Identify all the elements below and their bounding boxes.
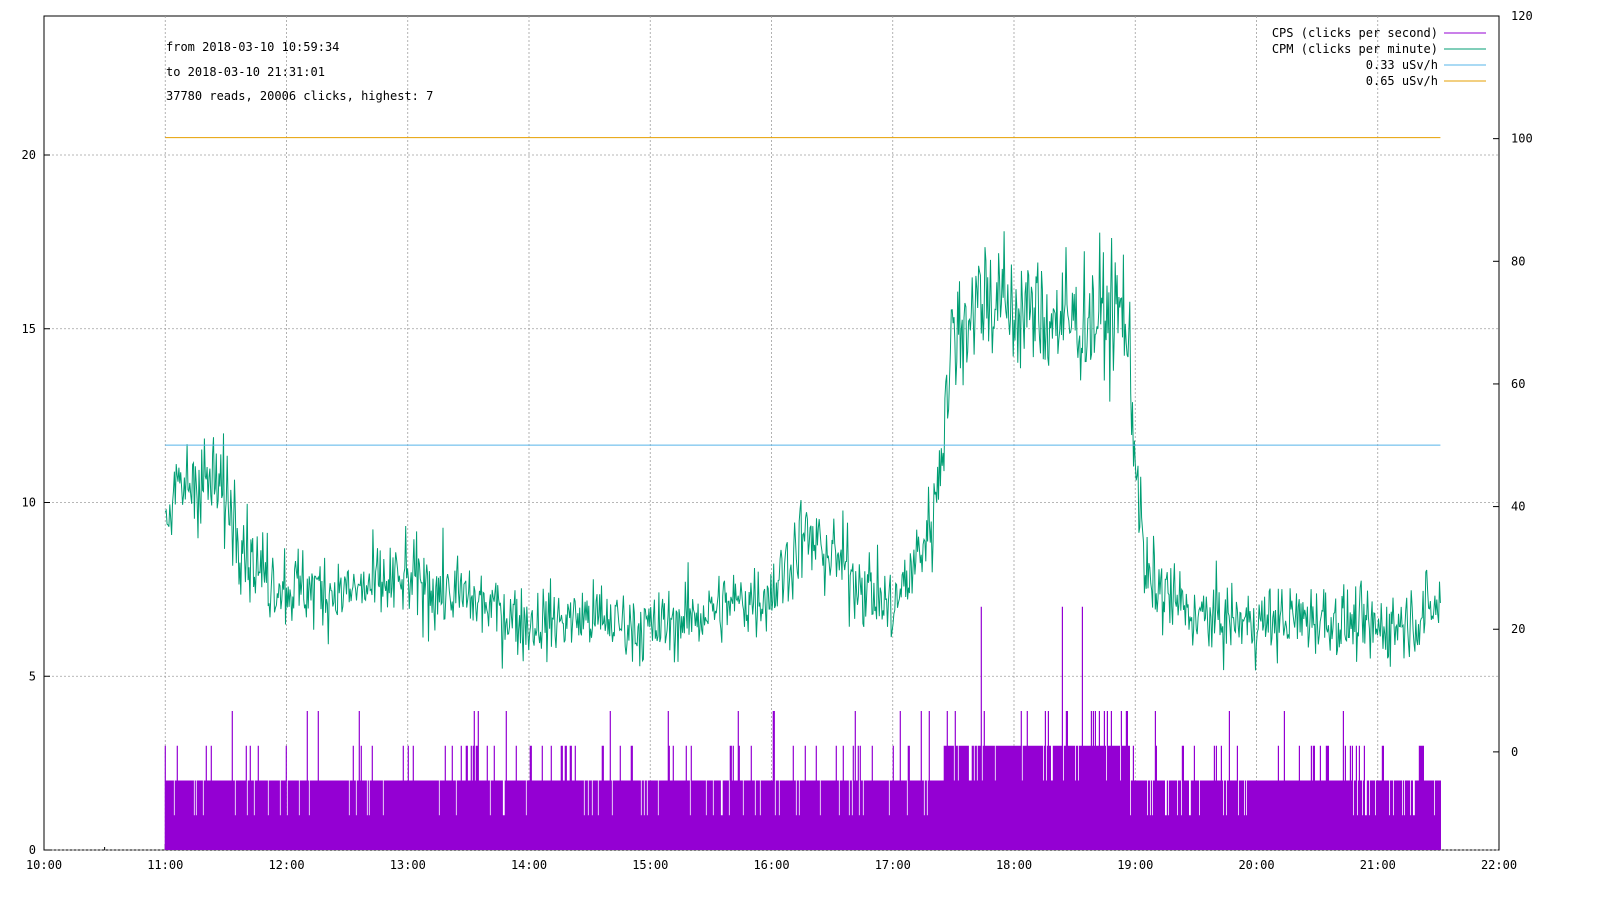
y-left-tick-label: 0 bbox=[29, 843, 36, 857]
x-tick-label: 22:00 bbox=[1481, 858, 1517, 872]
y-left-tick-label: 15 bbox=[22, 322, 36, 336]
y-right-tick-label: 120 bbox=[1511, 9, 1533, 23]
info-box: from 2018-03-10 10:59:34 to 2018-03-10 2… bbox=[166, 40, 433, 103]
x-tick-label: 19:00 bbox=[1117, 858, 1153, 872]
cps-series bbox=[164, 606, 1441, 850]
series bbox=[164, 137, 1441, 850]
axis-ticks: 10:00 11:00 12:00 13:00 14:00 15:00 16:00 17:00… bbox=[22, 9, 1533, 872]
x-tick-label: 13:00 bbox=[390, 858, 426, 872]
y-right-tick-label: 20 bbox=[1511, 622, 1525, 636]
x-tick-label: 10:00 bbox=[26, 858, 62, 872]
y-left-tick-label: 5 bbox=[29, 669, 36, 683]
info-line-stats: 37780 reads, 20006 clicks, highest: 7 bbox=[166, 89, 433, 103]
x-tick-label: 11:00 bbox=[147, 858, 183, 872]
legend-label-065: 0.65 uSv/h bbox=[1366, 74, 1438, 88]
legend-label-cps: CPS (clicks per second) bbox=[1272, 26, 1438, 40]
x-tick-label: 14:00 bbox=[511, 858, 547, 872]
x-tick-label: 18:00 bbox=[996, 858, 1032, 872]
x-tick-label: 16:00 bbox=[753, 858, 789, 872]
y-left-tick-label: 10 bbox=[22, 496, 36, 510]
y-right-tick-label: 40 bbox=[1511, 500, 1525, 514]
x-tick-label: 17:00 bbox=[875, 858, 911, 872]
x-tick-label: 20:00 bbox=[1238, 858, 1274, 872]
x-tick-label: 12:00 bbox=[268, 858, 304, 872]
y-right-tick-label: 0 bbox=[1511, 745, 1518, 759]
grid bbox=[44, 16, 1499, 851]
info-line-from: from 2018-03-10 10:59:34 bbox=[166, 40, 339, 54]
legend-label-033: 0.33 uSv/h bbox=[1366, 58, 1438, 72]
y-left-tick-label: 20 bbox=[22, 148, 36, 162]
legend-label-cpm: CPM (clicks per minute) bbox=[1272, 42, 1438, 56]
y-right-tick-label: 80 bbox=[1511, 254, 1525, 268]
y-right-tick-label: 60 bbox=[1511, 377, 1525, 391]
x-tick-label: 15:00 bbox=[632, 858, 668, 872]
cpm-series bbox=[164, 231, 1441, 671]
x-tick-label: 21:00 bbox=[1360, 858, 1396, 872]
legend: CPS (clicks per second) CPM (clicks per … bbox=[1272, 26, 1486, 88]
info-line-to: to 2018-03-10 21:31:01 bbox=[166, 65, 325, 79]
y-right-tick-label: 100 bbox=[1511, 132, 1533, 146]
